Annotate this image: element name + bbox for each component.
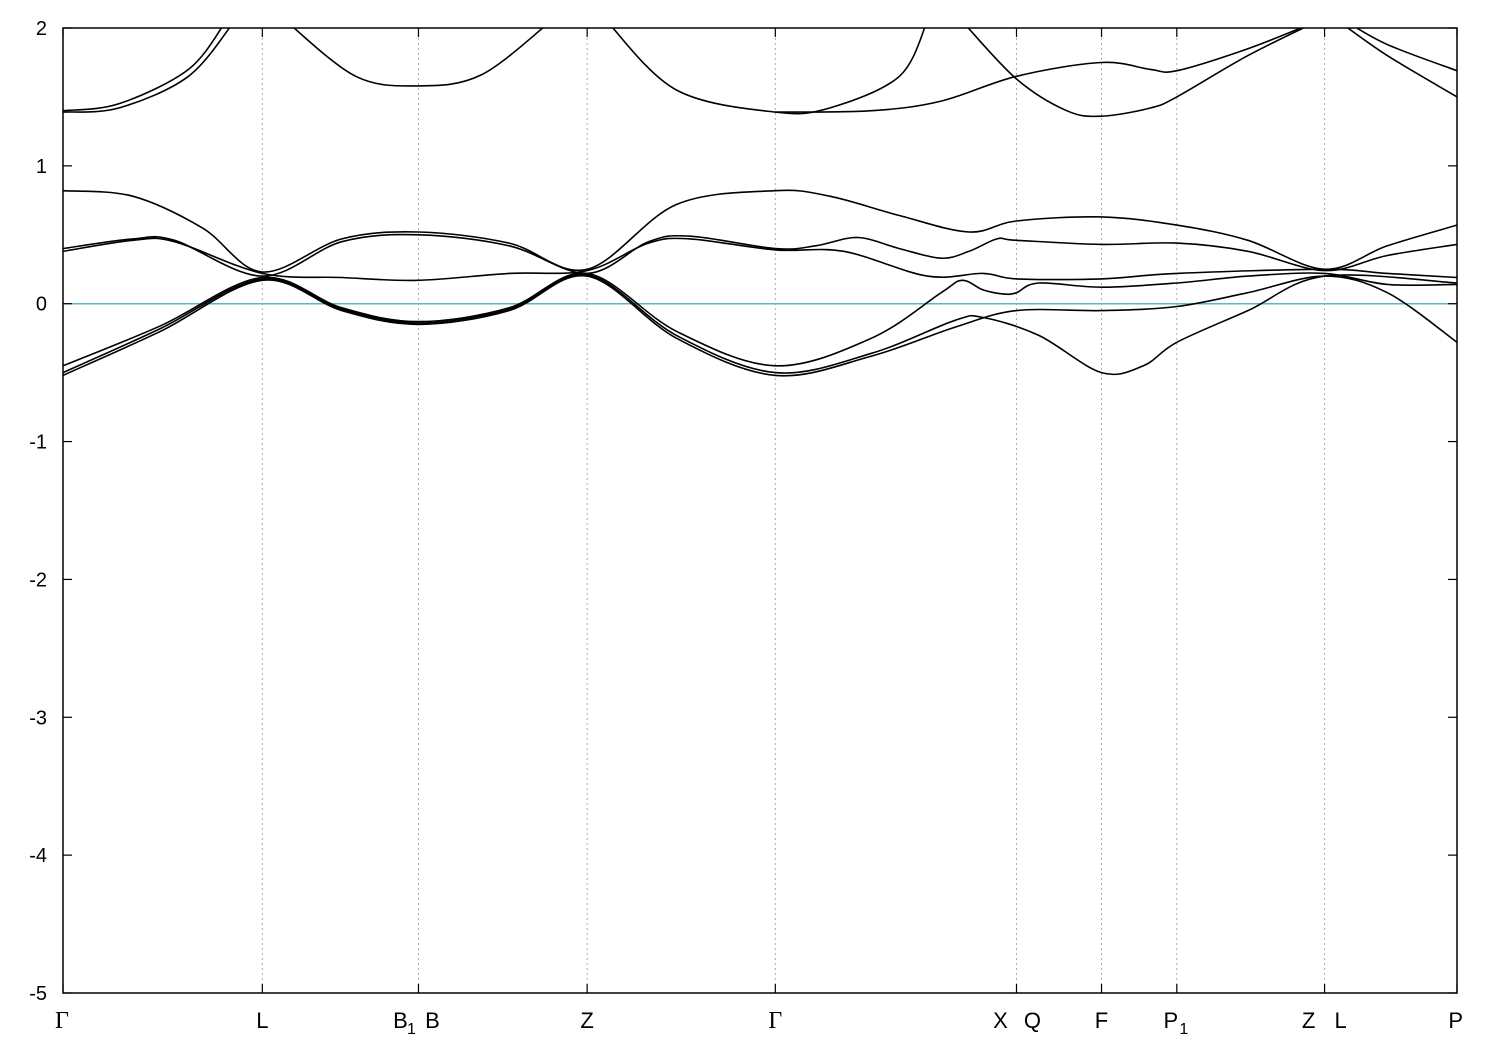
band-lines [63,28,1457,377]
ytick-label: 0 [36,294,47,316]
band-line-7 [63,28,231,113]
ytick-label: -1 [29,432,47,454]
kpoint-label: Γ [55,1008,69,1034]
band-line-5 [63,233,1457,277]
plot-frame [62,27,1458,994]
band-line-10 [611,28,926,115]
kpoint-label: Q [1024,1008,1041,1033]
kpoint-label: P [1163,1008,1178,1033]
kpoint-label: P [1448,1008,1463,1033]
band-line-14 [1346,28,1457,98]
y-ticks: -5 -4 -3 -2 -1 0 1 2 [29,18,1457,1005]
kpoint-label: Z [1302,1008,1315,1033]
kpoint-label: B [425,1008,440,1033]
ytick-label: -5 [29,983,47,1005]
kpoint-gridlines [261,28,1326,993]
kpoint-label: F [1095,1008,1108,1033]
band-line-1 [63,274,1457,377]
kpoint-label-sub: 1 [1179,1021,1188,1038]
band-line-4 [63,237,1457,282]
ytick-label: -4 [29,845,47,867]
ytick-label: 2 [36,18,47,40]
ytick-label: -3 [29,707,47,729]
kpoint-label-sub: 1 [407,1021,416,1038]
band-line-8 [63,28,223,112]
kpoint-label: Γ [768,1008,782,1034]
kpoint-label: X [993,1008,1008,1033]
band-line-2 [63,273,1457,376]
kpoint-label: B [393,1008,408,1033]
band-line-11 [775,28,1303,113]
band-line-9 [292,28,544,87]
band-line-3 [63,272,1457,367]
ytick-label: -2 [29,569,47,591]
kpoint-label: L [1334,1008,1346,1033]
band-line-13 [1355,28,1457,72]
kpoint-label: Z [580,1008,593,1033]
band-line-6 [63,189,1457,273]
kpoint-label: L [256,1008,268,1033]
ytick-label: 1 [36,156,47,178]
band-line-12 [967,28,1306,118]
